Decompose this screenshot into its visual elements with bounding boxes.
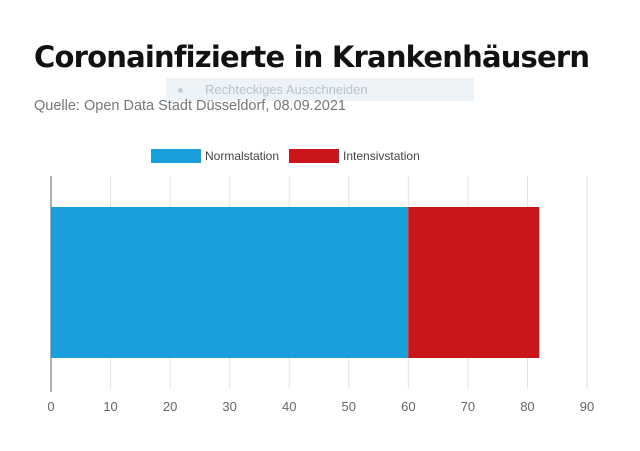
chart-legend: Normalstation Intensivstation xyxy=(151,148,430,164)
x-tick-label-80: 80 xyxy=(520,399,534,414)
legend-swatch-intensivstation xyxy=(289,149,340,163)
x-tick-label-40: 40 xyxy=(282,399,296,414)
bar-intensivstation xyxy=(408,207,540,358)
tooltip-label: Rechteckiges Ausschneiden xyxy=(205,82,368,97)
x-tick-label-0: 0 xyxy=(47,399,54,414)
legend-label-intensivstation: Intensivstation xyxy=(343,149,420,163)
legend-label-normalstation: Normalstation xyxy=(205,149,280,163)
x-tick-label-50: 50 xyxy=(342,399,356,414)
x-tick-label-70: 70 xyxy=(461,399,475,414)
x-tick-label-90: 90 xyxy=(580,399,594,414)
legend-item-intensivstation: Intensivstation xyxy=(289,149,420,163)
bar-normalstation xyxy=(51,207,409,358)
x-tick-label-30: 30 xyxy=(222,399,236,414)
tooltip-dot-icon xyxy=(178,88,183,94)
chart-title: Coronainfizierte in Krankenhäusern xyxy=(34,40,590,74)
x-tick-label-20: 20 xyxy=(163,399,177,414)
legend-swatch-normalstation xyxy=(151,149,201,163)
x-tick-label-10: 10 xyxy=(103,399,117,414)
legend-item-normalstation: Normalstation xyxy=(151,149,279,163)
chart-subtitle: Quelle: Open Data Stadt Düsseldorf, 08.0… xyxy=(34,98,346,114)
snipping-tooltip-overlay: Rechteckiges Ausschneiden xyxy=(166,78,474,101)
x-tick-label-60: 60 xyxy=(401,399,415,414)
